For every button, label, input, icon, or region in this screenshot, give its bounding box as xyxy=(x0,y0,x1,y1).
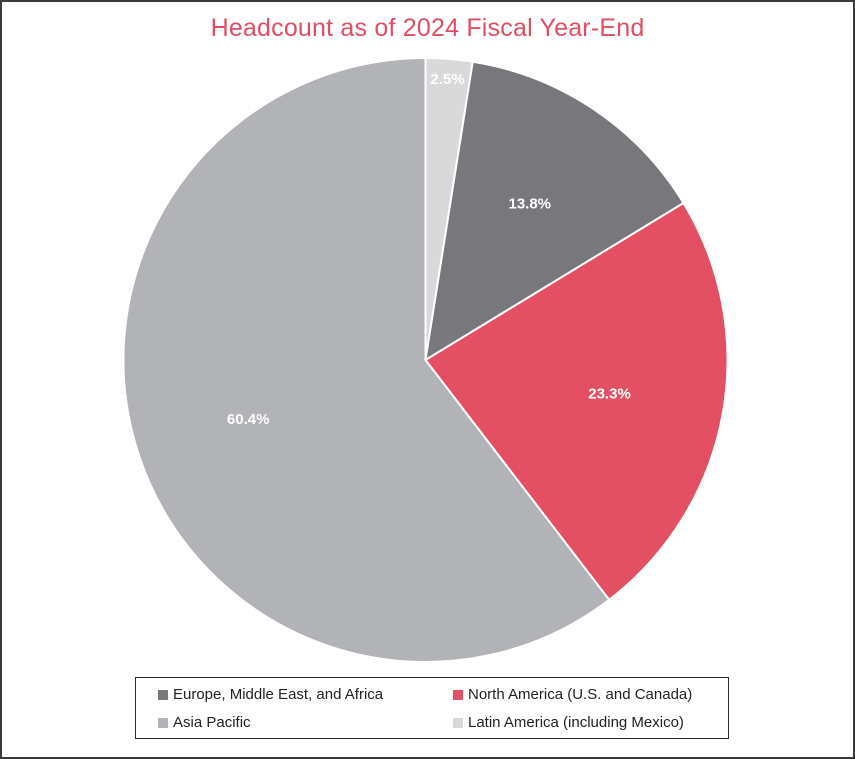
legend-item-north-america: North America (U.S. and Canada) xyxy=(453,686,692,703)
legend-label: Latin America (including Mexico) xyxy=(468,714,684,731)
chart-legend: Europe, Middle East, and Africa North Am… xyxy=(135,677,729,739)
pie-slice xyxy=(424,60,685,362)
pie-slice xyxy=(424,201,729,602)
pie-slice xyxy=(122,56,611,663)
chart-title: Headcount as of 2024 Fiscal Year-End xyxy=(210,14,645,42)
legend-label: Asia Pacific xyxy=(173,714,251,731)
pie-labels: 2.5% 13.8% 23.3% 60.4% xyxy=(227,71,631,428)
slice-value-label: 23.3% xyxy=(588,385,631,402)
slice-value-label: 60.4% xyxy=(227,411,270,428)
legend-item-asia-pacific: Asia Pacific xyxy=(158,714,251,731)
legend-swatch-asia-pacific xyxy=(158,717,168,728)
legend-label: North America (U.S. and Canada) xyxy=(468,686,693,703)
slice-value-label: 13.8% xyxy=(508,195,551,212)
legend-swatch-north-america xyxy=(453,689,463,700)
slice-value-label: 2.5% xyxy=(430,71,464,88)
legend-item-emea: Europe, Middle East, and Africa xyxy=(158,686,383,703)
legend-swatch-emea xyxy=(158,689,168,700)
legend-item-latin-america: Latin America (including Mexico) xyxy=(453,714,684,731)
pie-slices xyxy=(122,56,729,663)
legend-label: Europe, Middle East, and Africa xyxy=(173,686,384,703)
legend-swatch-latin-america xyxy=(453,717,463,728)
